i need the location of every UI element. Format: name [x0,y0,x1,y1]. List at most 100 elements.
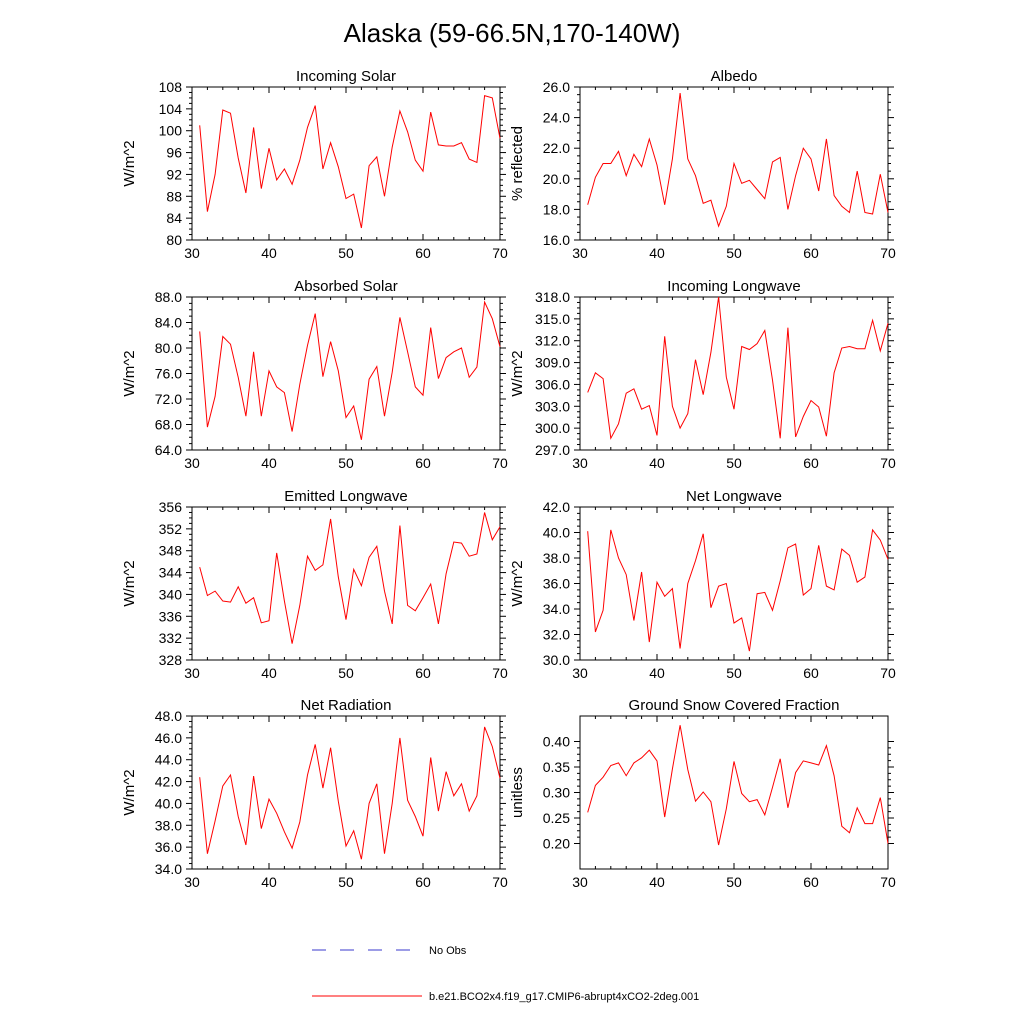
incoming-longwave-xtick-label: 70 [880,455,896,471]
emitted-longwave-ytick-label: 332 [159,630,183,646]
legend-obs-label: No Obs [429,945,467,957]
absorbed-solar-ytick-label: 64.0 [155,442,182,458]
albedo-xtick-label: 60 [803,245,819,261]
absorbed-solar-ytick-label: 76.0 [155,366,182,382]
absorbed-solar-ytick-label: 72.0 [155,391,182,407]
incoming-solar-title: Incoming Solar [296,68,396,85]
ground-snow-covered-fraction-ytick-label: 0.25 [543,810,570,826]
incoming-longwave-xtick-label: 60 [803,455,819,471]
net-longwave-frame [579,506,889,661]
albedo-ytick-label: 18.0 [543,201,570,217]
emitted-longwave-xtick-label: 60 [415,665,431,681]
incoming-solar-ytick-label: 104 [159,101,183,117]
emitted-longwave-xtick-label: 70 [492,665,508,681]
albedo-xtick-label: 50 [726,245,742,261]
emitted-longwave-ytick-label: 328 [159,652,183,668]
net-longwave-ytick-label: 42.0 [543,499,570,515]
net-longwave-xtick-label: 40 [649,665,665,681]
emitted-longwave-xtick-label: 50 [338,665,354,681]
absorbed-solar-xtick-label: 60 [415,455,431,471]
absorbed-solar-ylabel: W/m^2 [121,350,138,396]
net-radiation-xtick-label: 40 [261,874,277,890]
incoming-longwave-ytick-label: 306.0 [535,376,570,392]
net-radiation-ytick-label: 48.0 [155,708,182,724]
incoming-longwave-ytick-label: 318.0 [535,289,570,305]
net-longwave-xtick-label: 30 [572,665,588,681]
net-radiation-ytick-label: 40.0 [155,795,182,811]
figure-title: Alaska (59-66.5N,170-140W) [344,18,681,48]
emitted-longwave-frame [191,506,501,661]
net-longwave-ytick-label: 36.0 [543,576,570,592]
incoming-longwave-series-line [587,296,889,440]
incoming-solar-xtick-label: 40 [261,245,277,261]
albedo-ytick-label: 22.0 [543,140,570,156]
panel-incoming-longwave: Incoming Longwave 30 40 50 60 70 297.0 300.0 303… [509,278,896,471]
incoming-solar-frame [191,86,501,241]
incoming-solar-xtick-label: 30 [184,245,200,261]
incoming-longwave-ylabel: W/m^2 [509,350,526,396]
incoming-longwave-ytick-label: 309.0 [535,355,570,371]
absorbed-solar-frame [191,296,501,451]
net-longwave-ytick-label: 30.0 [543,652,570,668]
net-radiation-ytick-label: 44.0 [155,752,182,768]
absorbed-solar-xtick-label: 40 [261,455,277,471]
panel-albedo: Albedo 30 40 50 60 70 16.0 18.0 20.0 22.0 24.0 26.0… [509,68,896,261]
net-radiation-ylabel: W/m^2 [121,769,138,815]
emitted-longwave-ytick-label: 340 [159,586,183,602]
incoming-solar-ytick-label: 88 [166,188,182,204]
incoming-solar-ytick-label: 84 [166,210,182,226]
albedo-series-line [587,93,889,228]
net-radiation-ytick-label: 42.0 [155,774,182,790]
incoming-solar-ytick-label: 108 [159,79,183,95]
net-radiation-ytick-label: 46.0 [155,730,182,746]
albedo-ytick-label: 20.0 [543,171,570,187]
net-radiation-ytick-label: 38.0 [155,817,182,833]
incoming-solar-ytick-label: 96 [166,145,182,161]
incoming-longwave-frame [579,296,889,451]
net-longwave-xtick-label: 60 [803,665,819,681]
ground-snow-covered-fraction-xtick-label: 70 [880,874,896,890]
emitted-longwave-title: Emitted Longwave [284,488,407,505]
incoming-longwave-xtick-label: 50 [726,455,742,471]
net-radiation-xtick-label: 70 [492,874,508,890]
incoming-longwave-xtick-label: 30 [572,455,588,471]
absorbed-solar-ytick-label: 84.0 [155,315,182,331]
panel-absorbed-solar: Absorbed Solar 30 40 50 60 70 64.0 68.0 72.0 76.0… [121,278,508,471]
ground-snow-covered-fraction-title: Ground Snow Covered Fraction [629,697,840,714]
incoming-solar-ylabel: W/m^2 [121,140,138,186]
panel-ground-snow-covered-fraction: Ground Snow Covered Fraction 30 40 50 60 70 0.… [509,697,896,890]
emitted-longwave-ytick-label: 336 [159,608,183,624]
incoming-solar-series-line [199,95,501,229]
incoming-longwave-ytick-label: 312.0 [535,333,570,349]
albedo-xtick-label: 40 [649,245,665,261]
emitted-longwave-ytick-label: 344 [159,565,183,581]
ground-snow-covered-fraction-xtick-label: 60 [803,874,819,890]
incoming-longwave-ytick-label: 315.0 [535,311,570,327]
emitted-longwave-ylabel: W/m^2 [121,560,138,606]
absorbed-solar-xtick-label: 30 [184,455,200,471]
net-longwave-title: Net Longwave [686,488,782,505]
albedo-ytick-label: 24.0 [543,110,570,126]
absorbed-solar-ytick-label: 80.0 [155,340,182,356]
net-radiation-xtick-label: 60 [415,874,431,890]
net-longwave-ytick-label: 40.0 [543,525,570,541]
net-radiation-ytick-label: 34.0 [155,861,182,877]
incoming-solar-xtick-label: 70 [492,245,508,261]
panel-net-longwave: Net Longwave 30 40 50 60 70 30.0 32.0 34.0 36.0 38… [509,488,896,681]
net-radiation-xtick-label: 50 [338,874,354,890]
albedo-xtick-label: 70 [880,245,896,261]
emitted-longwave-ytick-label: 356 [159,499,183,515]
albedo-ytick-label: 26.0 [543,79,570,95]
ground-snow-covered-fraction-ylabel: unitless [509,767,526,818]
albedo-xtick-label: 30 [572,245,588,261]
incoming-longwave-xtick-label: 40 [649,455,665,471]
absorbed-solar-series-line [199,300,501,440]
incoming-solar-xtick-label: 60 [415,245,431,261]
net-longwave-ytick-label: 34.0 [543,601,570,617]
incoming-solar-ytick-label: 92 [166,166,182,182]
absorbed-solar-title: Absorbed Solar [294,278,397,295]
incoming-solar-ytick-label: 100 [159,123,183,139]
emitted-longwave-series-line [199,512,501,644]
panel-net-radiation: Net Radiation 30 40 50 60 70 34.0 36.0 38.0 40.0 4… [121,697,508,890]
